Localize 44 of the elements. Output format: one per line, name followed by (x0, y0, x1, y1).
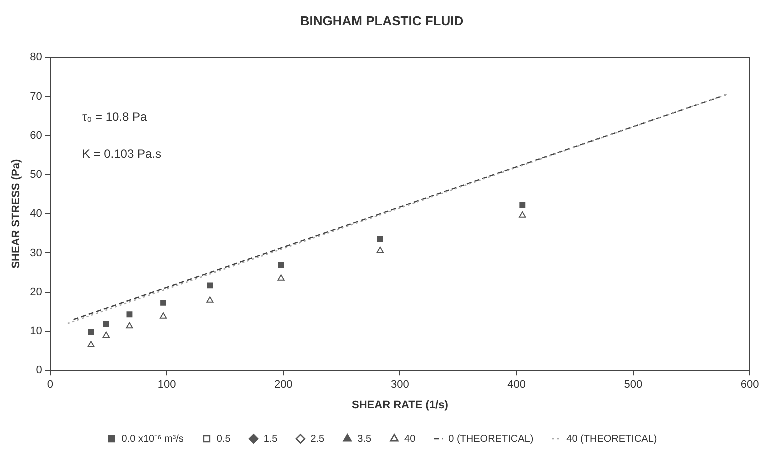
x-tick-label: 400 (508, 379, 526, 392)
y-tick-label: 80 (30, 52, 42, 64)
point (88, 341, 95, 348)
legend-label: 2.5 (310, 434, 326, 445)
point (103, 321, 110, 328)
point (160, 300, 167, 306)
chart-title: BINGHAM PLASTIC FLUID (300, 13, 464, 28)
point (126, 322, 134, 329)
point (376, 246, 384, 254)
x-tick-label: 0 (47, 379, 54, 392)
annotation: τ₀ = 10.8 Pa (82, 110, 148, 124)
legend-label: 0 (THEORETICAL) (448, 434, 534, 445)
y-tick-label: 20 (30, 286, 42, 298)
y-tick-label: 60 (30, 130, 42, 142)
point (377, 236, 384, 243)
legend-label: 0.5 (216, 434, 232, 445)
y-tick-label: 40 (30, 208, 42, 220)
point (520, 202, 526, 208)
y-tick-label: 70 (30, 90, 42, 103)
point (278, 274, 285, 281)
point (206, 296, 214, 303)
point (102, 332, 110, 338)
x-tick-label: 100 (158, 379, 176, 392)
point (160, 312, 168, 319)
x-tick-label: 300 (391, 379, 410, 392)
x-axis-title: SHEAR RATE (1/s) (352, 399, 449, 412)
x-tick-label: 200 (274, 379, 293, 392)
x-tick-label: 600 (740, 379, 760, 392)
legend-label: 40 (THEORETICAL) (566, 434, 658, 445)
point (126, 312, 133, 318)
legend-label: 3.5 (358, 434, 372, 445)
y-tick-label: 0 (36, 364, 42, 377)
y-tick-label: 30 (30, 247, 42, 260)
annotation: K = 0.103 Pa.s (82, 146, 162, 161)
legend-label: 1.5 (264, 434, 278, 445)
point (207, 282, 214, 289)
x-tick-label: 500 (624, 379, 643, 392)
y-tick-label: 50 (30, 169, 42, 182)
point (519, 212, 526, 218)
y-axis-title: SHEAR STRESS (Pa) (10, 159, 23, 269)
y-tick-label: 10 (30, 326, 42, 338)
legend-label: 40 (404, 434, 416, 445)
point (278, 262, 284, 268)
legend-label: 0.0 x10⁻⁶ m³/s (122, 434, 184, 445)
